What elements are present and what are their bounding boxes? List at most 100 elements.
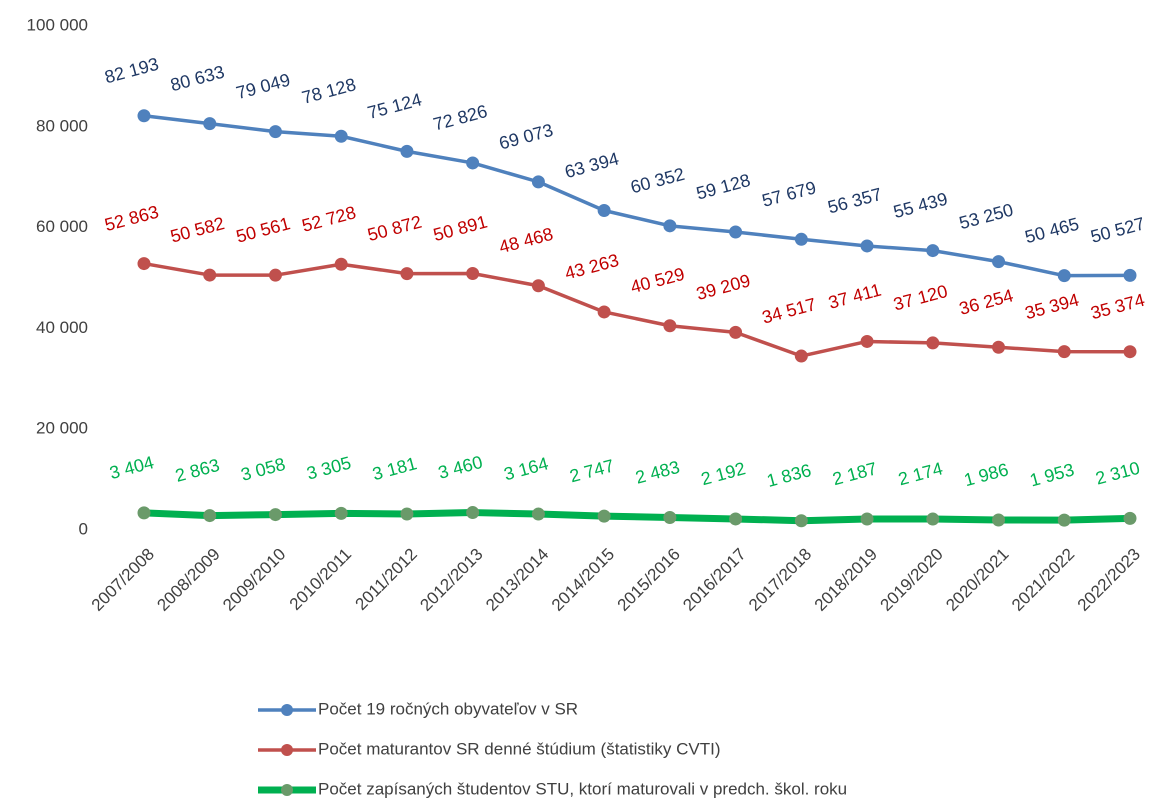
data-label: 37 411 <box>826 280 883 313</box>
point <box>531 507 545 521</box>
data-label: 50 465 <box>1023 214 1081 248</box>
x-tick-label: 2009/2010 <box>219 545 289 615</box>
data-label: 2 310 <box>1093 458 1142 489</box>
data-label: 35 374 <box>1088 290 1146 324</box>
x-tick-label: 2018/2019 <box>811 545 881 615</box>
data-label: 60 352 <box>628 164 686 198</box>
point <box>203 117 217 131</box>
point <box>663 219 677 233</box>
point <box>137 257 151 271</box>
data-label: 2 483 <box>633 457 682 488</box>
data-label: 53 250 <box>957 200 1015 234</box>
data-label: 78 128 <box>300 74 358 108</box>
point <box>137 506 151 520</box>
x-tick-label: 2017/2018 <box>745 545 815 615</box>
point <box>794 232 808 246</box>
legend-label: Počet 19 ročných obyvateľov v SR <box>318 699 578 718</box>
data-label: 1 836 <box>765 460 814 491</box>
point <box>926 512 940 526</box>
x-tick-label: 2022/2023 <box>1074 545 1144 615</box>
data-label: 2 174 <box>896 458 945 489</box>
data-label: 1 986 <box>962 459 1011 490</box>
data-label: 79 049 <box>234 70 292 104</box>
point <box>663 510 677 524</box>
point <box>860 239 874 253</box>
x-tick-label: 2012/2013 <box>416 545 486 615</box>
point <box>531 175 545 189</box>
point <box>203 509 217 523</box>
legend-marker <box>281 704 293 716</box>
point <box>729 225 743 239</box>
y-tick-label: 0 <box>79 519 88 538</box>
y-tick-label: 80 000 <box>36 116 88 135</box>
y-tick-label: 60 000 <box>36 217 88 236</box>
point <box>860 334 874 348</box>
point <box>1057 269 1071 283</box>
point <box>794 514 808 528</box>
point <box>992 513 1006 527</box>
data-label: 35 394 <box>1023 290 1081 324</box>
data-label: 63 394 <box>563 149 621 183</box>
point <box>334 129 348 143</box>
point <box>268 508 282 522</box>
point <box>466 267 480 281</box>
y-tick-label: 100 000 <box>27 15 88 34</box>
data-label: 40 529 <box>628 264 686 298</box>
point <box>729 325 743 339</box>
data-label: 57 679 <box>760 177 818 211</box>
data-label: 59 128 <box>694 170 752 204</box>
point <box>597 203 611 217</box>
point <box>926 244 940 258</box>
legend-marker <box>281 744 293 756</box>
data-label: 34 517 <box>760 294 818 328</box>
point <box>1123 268 1137 282</box>
x-tick-label: 2007/2008 <box>88 545 158 615</box>
point <box>729 512 743 526</box>
point <box>597 305 611 319</box>
y-tick-label: 20 000 <box>36 419 88 438</box>
data-label: 43 263 <box>563 250 621 284</box>
legend-label: Počet maturantov SR denné štúdium (štati… <box>318 739 721 758</box>
data-label: 55 439 <box>891 189 949 223</box>
data-label: 52 728 <box>300 202 358 236</box>
data-label: 75 124 <box>365 89 423 123</box>
x-tick-label: 2008/2009 <box>153 545 223 615</box>
x-tick-label: 2016/2017 <box>679 545 749 615</box>
data-label: 50 561 <box>234 213 292 247</box>
data-label: 2 187 <box>830 458 879 489</box>
point <box>1123 345 1137 359</box>
legend-label: Počet zapísaných študentov STU, ktorí ma… <box>318 779 847 798</box>
point <box>926 336 940 350</box>
data-label: 39 209 <box>694 270 752 304</box>
series-line <box>143 114 1131 278</box>
x-tick-label: 2015/2016 <box>614 545 684 615</box>
point <box>334 506 348 520</box>
x-tick-label: 2021/2022 <box>1008 545 1078 615</box>
point <box>268 268 282 282</box>
data-label: 2 192 <box>699 458 748 489</box>
x-tick-label: 2010/2011 <box>286 545 355 614</box>
x-tick-label: 2020/2021 <box>942 545 1012 615</box>
point <box>794 349 808 363</box>
data-label: 50 891 <box>431 212 489 246</box>
data-label: 37 120 <box>891 281 949 315</box>
point <box>400 144 414 158</box>
x-tick-label: 2011/2012 <box>352 545 421 614</box>
data-label: 3 181 <box>370 453 419 484</box>
data-label: 3 460 <box>436 452 485 483</box>
point <box>137 109 151 123</box>
point <box>466 156 480 170</box>
data-label: 2 747 <box>567 455 616 486</box>
data-label: 3 164 <box>502 453 551 484</box>
point <box>466 506 480 520</box>
point <box>1057 513 1071 527</box>
point <box>268 125 282 139</box>
point <box>860 512 874 526</box>
legend-marker <box>281 784 293 796</box>
data-label: 52 863 <box>102 202 160 236</box>
point <box>597 509 611 523</box>
data-label: 82 193 <box>102 54 160 88</box>
data-label: 3 404 <box>107 452 156 483</box>
data-label: 50 527 <box>1088 213 1146 247</box>
data-label: 72 826 <box>431 101 489 135</box>
